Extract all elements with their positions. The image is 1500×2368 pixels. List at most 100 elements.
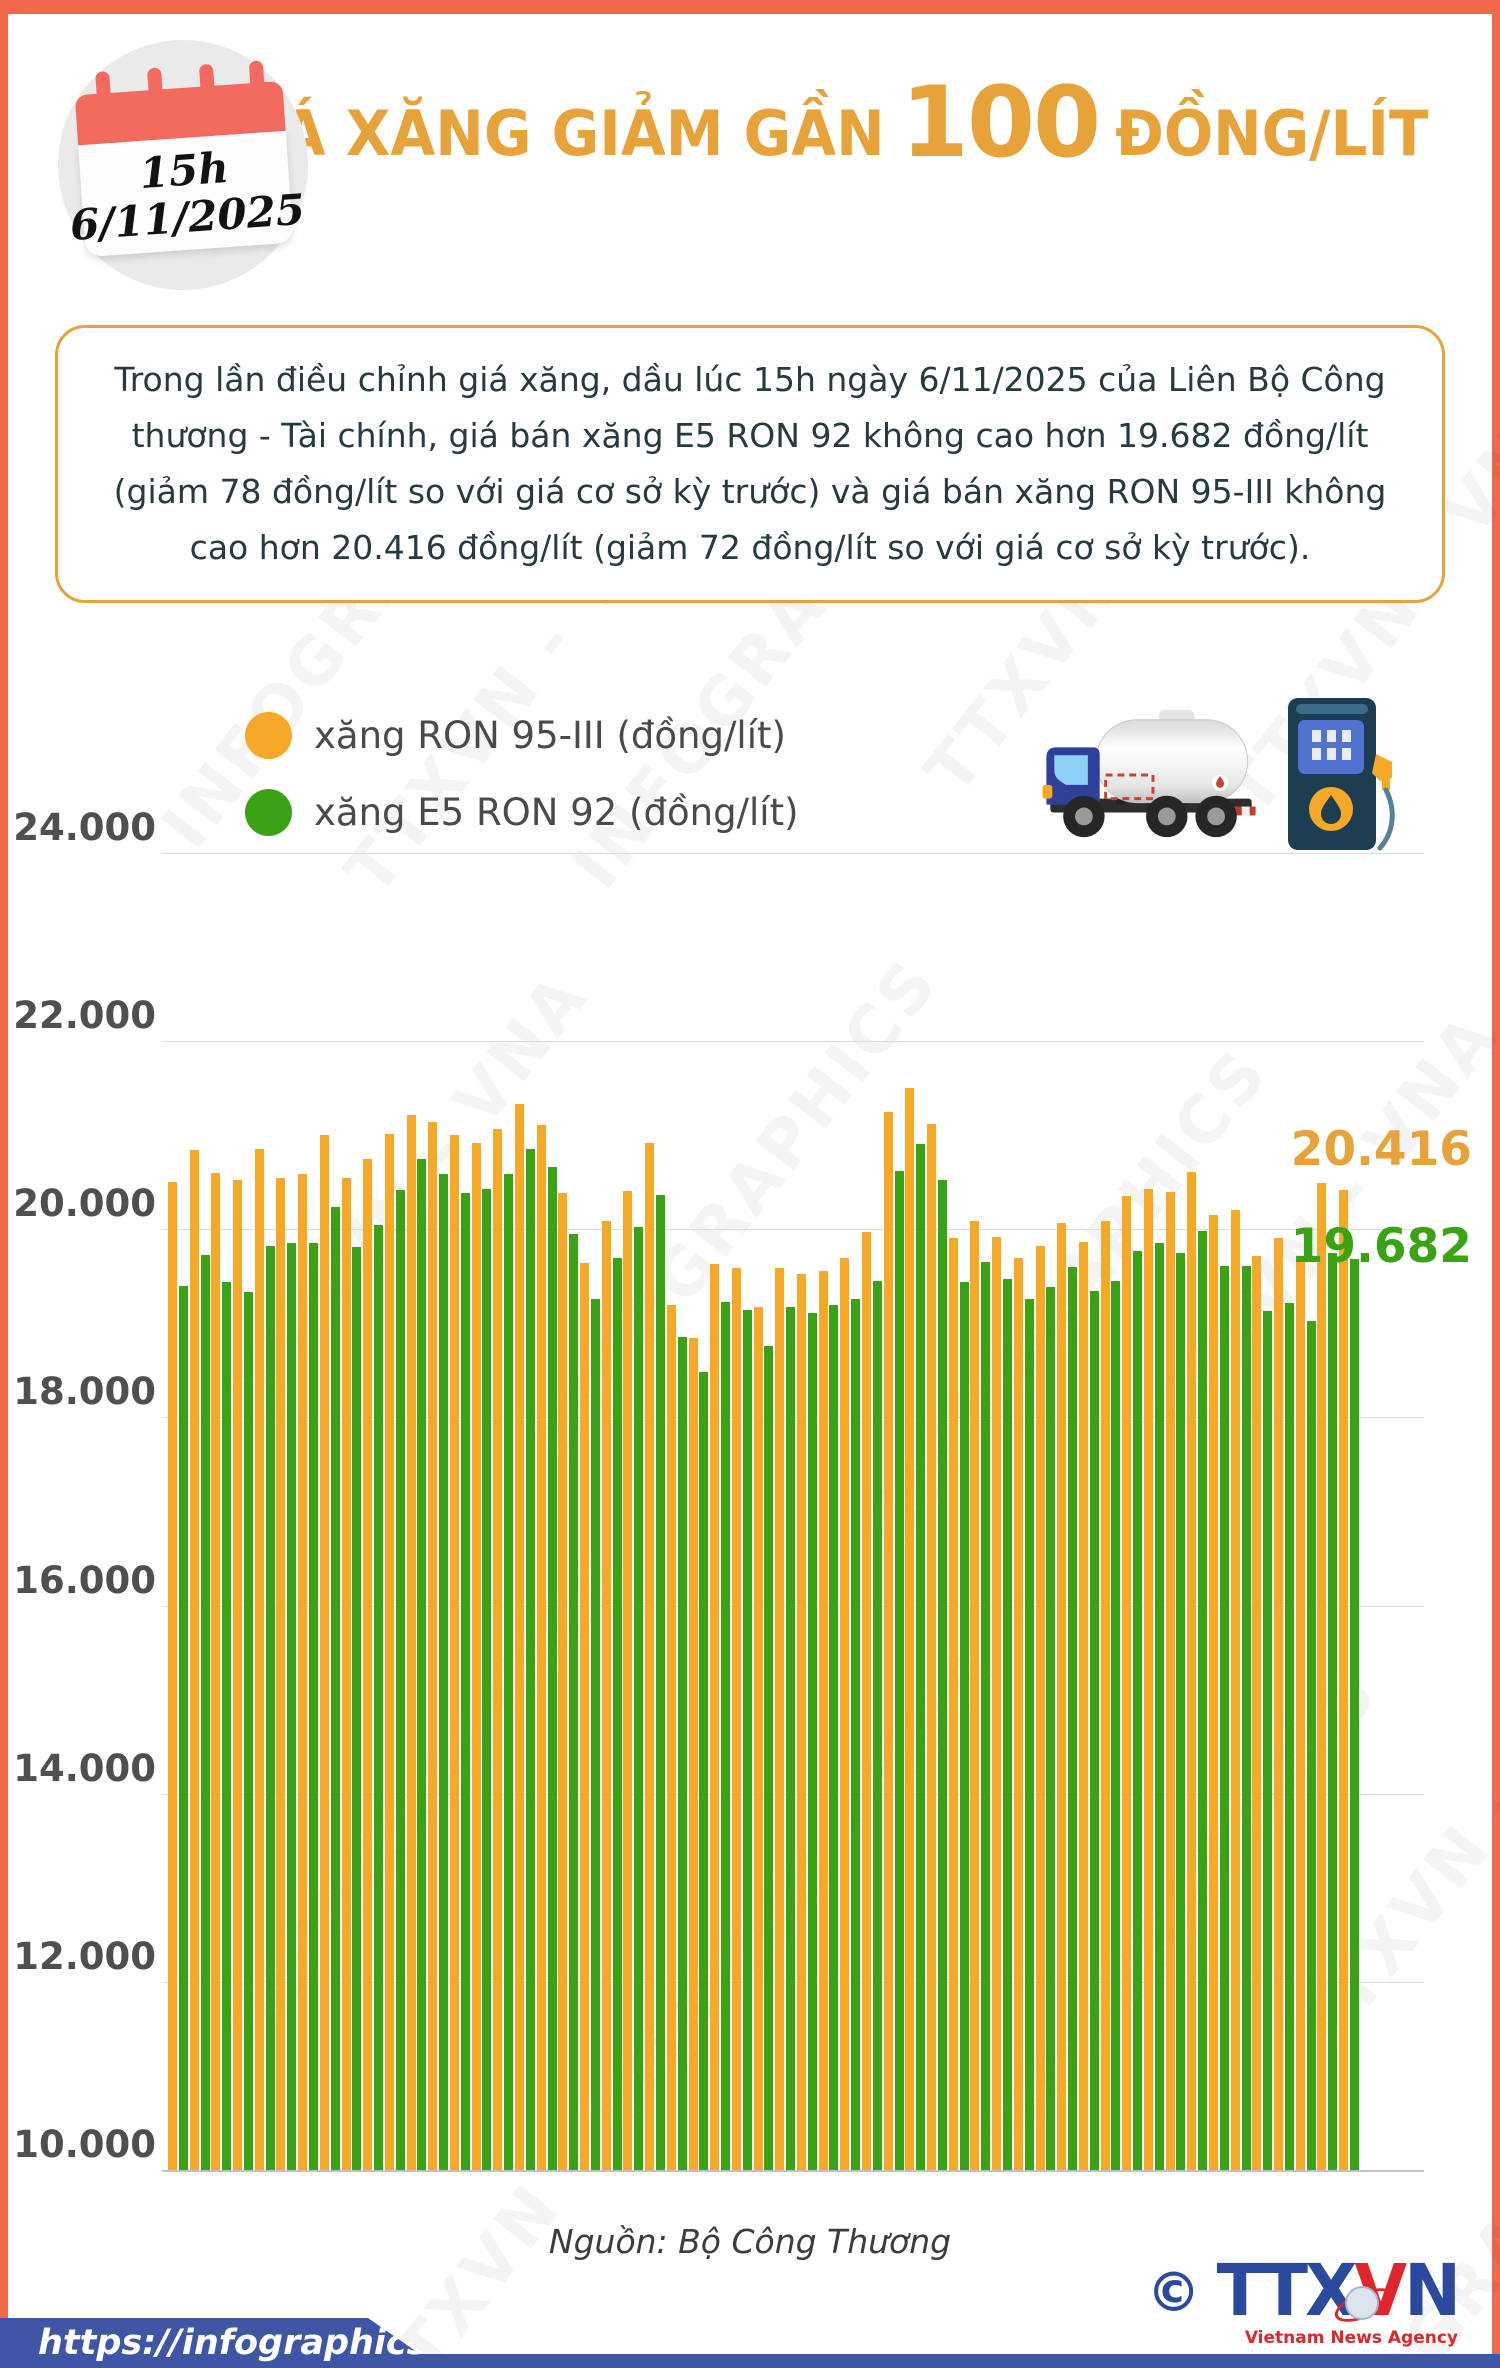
y-axis-tick-label: 10.000 (13, 2123, 156, 2166)
chart-legend: xăng RON 95-III (đồng/lít) xăng E5 RON 9… (245, 712, 799, 836)
y-axis-tick-label: 18.000 (13, 1370, 156, 1413)
end-value-ron95: 20.416 (1290, 1122, 1472, 1177)
bar-ron95 (1143, 1189, 1153, 2170)
bar-e5 (1154, 1243, 1164, 2170)
bar-e5 (1176, 1253, 1186, 2170)
bar-e5 (287, 1243, 297, 2170)
bar-ron95 (1274, 1238, 1284, 2170)
y-axis-tick-label: 24.000 (13, 806, 156, 849)
logo-part-ttx: TTX (1216, 2250, 1358, 2333)
summary-box: Trong lần điều chỉnh giá xăng, dầu lúc 1… (55, 325, 1445, 604)
bar-ron95 (905, 1088, 915, 2170)
bar-ron95 (536, 1125, 546, 2170)
bar-e5 (504, 1174, 514, 2170)
copyright-icon: © (1146, 2261, 1201, 2324)
bar-e5 (1046, 1287, 1056, 2170)
bar-e5 (395, 1190, 405, 2170)
bar-e5 (894, 1171, 904, 2170)
gridline (162, 853, 1424, 854)
calendar-graphic: 15h 6/11/2025 (68, 60, 307, 258)
bar-e5 (1306, 1321, 1316, 2170)
bar-e5 (1133, 1251, 1143, 2170)
bar-ron95 (233, 1180, 243, 2170)
bar-e5 (1024, 1299, 1034, 2170)
y-axis-tick-label: 22.000 (13, 994, 156, 1037)
calendar-icon: 15h 6/11/2025 (58, 40, 308, 290)
bar-ron95 (775, 1268, 785, 2170)
bar-ron95 (623, 1191, 633, 2170)
bar-ron95 (710, 1264, 720, 2170)
bar-e5 (265, 1246, 275, 2170)
y-axis-tick-label: 14.000 (13, 1747, 156, 1790)
y-axis-tick-label: 12.000 (13, 1935, 156, 1978)
bar-e5 (1089, 1291, 1099, 2170)
bar-ron95 (558, 1193, 568, 2170)
footer-url: https://infographics.vn (38, 2323, 489, 2363)
calendar-body: 15h 6/11/2025 (68, 130, 307, 258)
bar-e5 (1328, 1253, 1338, 2170)
legend-dot-orange-icon (245, 712, 292, 759)
bar-e5 (590, 1299, 600, 2170)
bar-ron95 (298, 1174, 308, 2170)
bar-ron95 (601, 1221, 611, 2170)
bar-e5 (222, 1282, 232, 2170)
legend-label-ron95: xăng RON 95-III (đồng/lít) (314, 714, 786, 757)
bar-ron95 (796, 1274, 806, 2170)
bar-ron95 (493, 1129, 503, 2170)
badge-date: 6/11/2025 (68, 184, 307, 251)
bar-ron95 (1209, 1215, 1218, 2170)
title-prefix: GIÁ XĂNG GIẢM GẦN (211, 96, 885, 170)
bar-e5 (829, 1305, 839, 2170)
bar-ron95 (276, 1178, 286, 2170)
source-note: Nguồn: Bộ Công Thương (548, 2222, 952, 2261)
top-accent-bar (0, 0, 1500, 14)
fuel-pump-icon (1282, 692, 1402, 856)
bar-ron95 (580, 1263, 590, 2170)
bar-ron95 (927, 1124, 937, 2170)
bar-ron95 (666, 1305, 676, 2170)
bar-ron95 (1339, 1190, 1349, 2170)
footer-bar: https://infographics.vn (0, 2318, 440, 2368)
bar-e5 (612, 1258, 622, 2170)
bar-e5 (807, 1313, 817, 2170)
bar-e5 (1068, 1267, 1078, 2170)
bar-ron95 (948, 1238, 958, 2170)
bar-ron95 (406, 1115, 416, 2170)
left-border (0, 14, 8, 2355)
bar-e5 (482, 1189, 492, 2170)
logo-caption: Vietnam News Agency (1244, 2328, 1458, 2348)
gridline (162, 1229, 1424, 1230)
bar-e5 (742, 1310, 752, 2170)
legend-item-e5: xăng E5 RON 92 (đồng/lít) (245, 789, 799, 836)
bar-e5 (1349, 1259, 1359, 2170)
bar-e5 (308, 1243, 318, 2170)
bar-ron95 (1187, 1172, 1197, 2170)
bar-e5 (959, 1282, 969, 2170)
logo-part-n: N (1404, 2250, 1461, 2333)
gridline (162, 2170, 1424, 2172)
bar-ron95 (645, 1143, 655, 2170)
bar-e5 (677, 1337, 687, 2170)
bar-ron95 (1057, 1223, 1067, 2170)
title-number: 100 (900, 66, 1102, 180)
bar-ron95 (1295, 1256, 1305, 2170)
bar-ron95 (1013, 1258, 1023, 2170)
ttxvn-logo: © TTX V N Vietnam News Agency (1146, 2250, 1461, 2348)
bar-e5 (634, 1227, 644, 2170)
bar-e5 (699, 1372, 709, 2170)
bar-ron95 (753, 1307, 763, 2170)
bar-ron95 (449, 1135, 459, 2170)
bar-e5 (439, 1174, 449, 2170)
bar-e5 (178, 1286, 188, 2170)
summary-text: Trong lần điều chỉnh giá xăng, dầu lúc 1… (113, 360, 1387, 568)
bar-e5 (1219, 1266, 1229, 2170)
bar-e5 (916, 1144, 926, 2170)
bar-e5 (1263, 1311, 1273, 2170)
bar-ron95 (189, 1150, 199, 2170)
ttxvn-logo-text: TTX V N Vietnam News Agency (1216, 2250, 1461, 2348)
bar-ron95 (254, 1149, 264, 2170)
bar-ron95 (211, 1173, 221, 2170)
bar-e5 (851, 1299, 861, 2170)
bar-e5 (1241, 1266, 1251, 2170)
